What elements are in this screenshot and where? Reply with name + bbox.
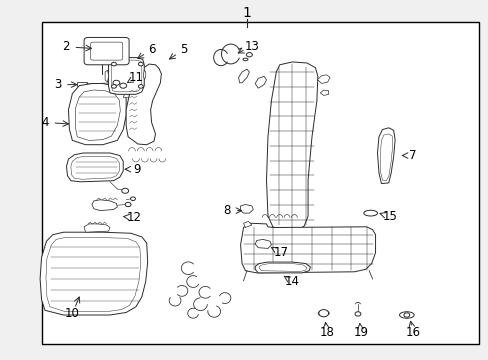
- Circle shape: [138, 62, 143, 66]
- Polygon shape: [126, 64, 161, 145]
- Text: 8: 8: [223, 204, 231, 217]
- Polygon shape: [46, 238, 141, 311]
- Text: 3: 3: [54, 78, 61, 91]
- FancyBboxPatch shape: [84, 37, 129, 65]
- Text: 13: 13: [244, 40, 259, 53]
- Polygon shape: [255, 239, 271, 248]
- Bar: [41, 22, 478, 344]
- Circle shape: [111, 85, 116, 88]
- Polygon shape: [320, 90, 328, 95]
- Text: 7: 7: [408, 149, 416, 162]
- Text: 10: 10: [65, 307, 80, 320]
- Polygon shape: [266, 62, 317, 231]
- Polygon shape: [75, 90, 120, 140]
- Text: 19: 19: [353, 327, 367, 339]
- Text: 5: 5: [179, 43, 187, 56]
- Text: 6: 6: [147, 43, 155, 56]
- Ellipse shape: [243, 58, 247, 61]
- Text: 9: 9: [133, 163, 141, 176]
- Text: 14: 14: [285, 275, 299, 288]
- Polygon shape: [92, 200, 117, 211]
- Text: 11: 11: [128, 71, 143, 84]
- Circle shape: [318, 310, 328, 317]
- Ellipse shape: [318, 310, 328, 316]
- Polygon shape: [84, 224, 110, 232]
- Polygon shape: [77, 82, 87, 86]
- Polygon shape: [240, 223, 375, 273]
- Text: 16: 16: [405, 327, 420, 339]
- Circle shape: [125, 202, 131, 207]
- Circle shape: [113, 80, 120, 85]
- Text: 12: 12: [127, 211, 142, 224]
- Polygon shape: [255, 76, 266, 88]
- Polygon shape: [111, 60, 142, 92]
- Ellipse shape: [399, 312, 413, 318]
- Circle shape: [354, 312, 360, 316]
- Polygon shape: [108, 58, 144, 94]
- Text: 17: 17: [273, 246, 288, 259]
- Polygon shape: [105, 70, 108, 82]
- Polygon shape: [240, 204, 253, 213]
- Circle shape: [120, 83, 126, 88]
- Polygon shape: [243, 221, 251, 228]
- Polygon shape: [123, 94, 129, 98]
- Text: 1: 1: [242, 6, 251, 19]
- Polygon shape: [143, 70, 145, 79]
- Polygon shape: [255, 262, 310, 273]
- Circle shape: [111, 62, 116, 66]
- Text: 15: 15: [382, 210, 397, 223]
- Polygon shape: [40, 232, 147, 315]
- FancyBboxPatch shape: [90, 42, 122, 60]
- Text: 18: 18: [319, 327, 333, 339]
- Polygon shape: [66, 153, 123, 182]
- Polygon shape: [68, 84, 126, 145]
- Text: 4: 4: [41, 116, 49, 129]
- Circle shape: [122, 188, 128, 193]
- Ellipse shape: [363, 210, 377, 216]
- Polygon shape: [238, 69, 249, 83]
- Circle shape: [246, 53, 252, 57]
- Polygon shape: [377, 128, 394, 184]
- Circle shape: [138, 85, 143, 88]
- Polygon shape: [259, 264, 306, 271]
- Polygon shape: [71, 156, 119, 179]
- Circle shape: [130, 197, 135, 201]
- Text: 2: 2: [62, 40, 70, 53]
- Polygon shape: [317, 75, 329, 84]
- Circle shape: [403, 313, 409, 317]
- Polygon shape: [380, 134, 392, 181]
